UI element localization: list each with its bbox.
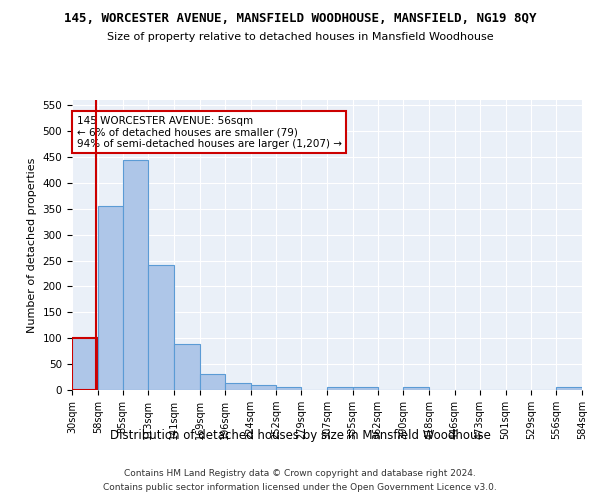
- Text: Size of property relative to detached houses in Mansfield Woodhouse: Size of property relative to detached ho…: [107, 32, 493, 42]
- Bar: [225, 383, 251, 390]
- Bar: [98, 206, 122, 390]
- Bar: [327, 387, 353, 390]
- Bar: [148, 264, 174, 390]
- Bar: [122, 160, 148, 390]
- Bar: [403, 387, 429, 390]
- Bar: [251, 385, 277, 390]
- Bar: [174, 344, 200, 390]
- Bar: [72, 338, 98, 390]
- Text: Contains HM Land Registry data © Crown copyright and database right 2024.: Contains HM Land Registry data © Crown c…: [124, 468, 476, 477]
- Bar: [200, 374, 225, 390]
- Text: Distribution of detached houses by size in Mansfield Woodhouse: Distribution of detached houses by size …: [110, 428, 490, 442]
- Text: 145, WORCESTER AVENUE, MANSFIELD WOODHOUSE, MANSFIELD, NG19 8QY: 145, WORCESTER AVENUE, MANSFIELD WOODHOU…: [64, 12, 536, 26]
- Bar: [353, 387, 377, 390]
- Bar: [277, 387, 301, 390]
- Y-axis label: Number of detached properties: Number of detached properties: [27, 158, 37, 332]
- Text: 145 WORCESTER AVENUE: 56sqm
← 6% of detached houses are smaller (79)
94% of semi: 145 WORCESTER AVENUE: 56sqm ← 6% of deta…: [77, 116, 341, 148]
- Bar: [556, 387, 582, 390]
- Text: Contains public sector information licensed under the Open Government Licence v3: Contains public sector information licen…: [103, 484, 497, 492]
